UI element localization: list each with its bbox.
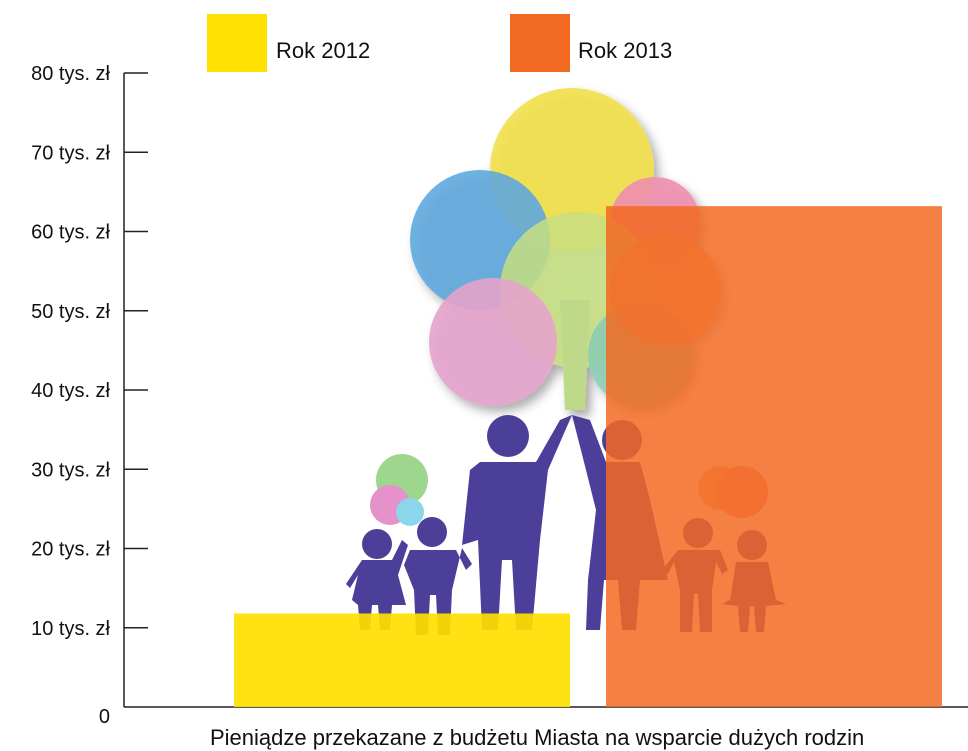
y-tick-label: 70 tys. zł — [31, 142, 110, 164]
tree-trunk — [560, 300, 590, 410]
bar-rok-2013 — [606, 206, 942, 707]
bars — [234, 206, 942, 707]
y-tick-label: 40 tys. zł — [31, 380, 110, 402]
legend-swatch-2013 — [510, 14, 570, 72]
y-tick-label: 50 tys. zł — [31, 301, 110, 323]
y-tick-label: 0 — [99, 706, 110, 728]
legend-label-2012: Rok 2012 — [276, 38, 370, 63]
y-tick-label: 30 tys. zł — [31, 459, 110, 481]
balloon-pink-left — [429, 278, 557, 406]
y-tick-label: 60 tys. zł — [31, 222, 110, 244]
child1-body — [346, 540, 408, 630]
y-axis-ticks: 0 10 tys. zł 20 tys. zł 30 tys. zł 40 tys. z… — [31, 63, 148, 728]
y-tick-label: 10 tys. zł — [31, 618, 110, 640]
father-body — [462, 415, 572, 630]
child2-head — [417, 517, 447, 547]
legend-label-2013: Rok 2013 — [578, 38, 672, 63]
child2-body — [404, 548, 472, 635]
y-tick-label: 80 tys. zł — [31, 63, 110, 85]
legend-swatch-2012 — [207, 14, 267, 72]
legend: Rok 2012 Rok 2013 — [207, 14, 672, 72]
y-tick-label: 20 tys. zł — [31, 539, 110, 561]
father-head — [487, 415, 529, 457]
x-axis-title: Pieniądze przekazane z budżetu Miasta na… — [210, 725, 864, 750]
bar-rok-2012 — [234, 613, 570, 707]
small-balloon-cyan — [396, 498, 424, 526]
child1-head — [362, 529, 392, 559]
